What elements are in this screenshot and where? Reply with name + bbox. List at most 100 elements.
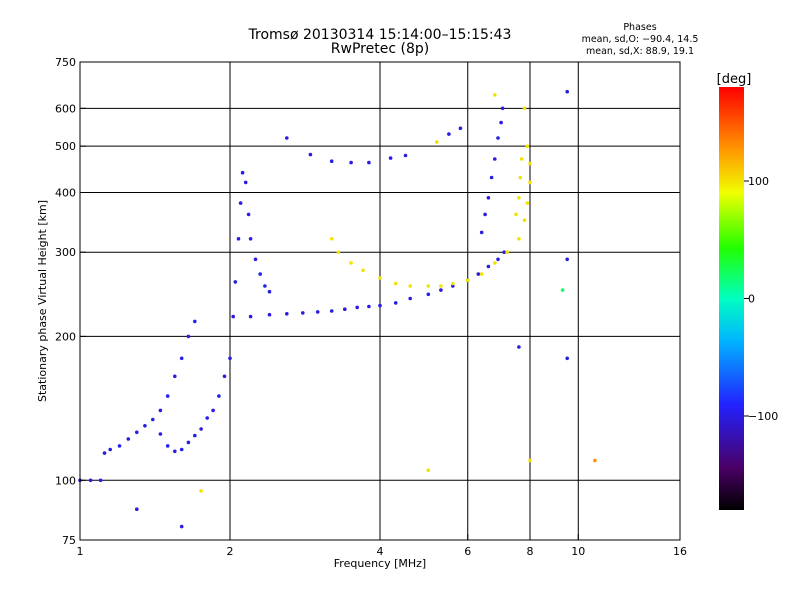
- chart-subtitle: RwPretec (8p): [331, 41, 429, 57]
- data-point: [135, 430, 139, 435]
- x-axis-label: Frequency [MHz]: [334, 557, 426, 570]
- colorbar-tick-label: 0: [748, 293, 755, 306]
- data-point: [186, 334, 191, 339]
- data-point: [518, 175, 523, 180]
- data-point: [426, 284, 431, 288]
- data-point: [451, 281, 455, 286]
- data-point: [505, 250, 510, 254]
- y-tick-label: 750: [55, 56, 76, 69]
- data-point: [173, 374, 177, 379]
- data-point: [479, 230, 484, 235]
- data-point: [349, 160, 353, 165]
- data-point: [367, 304, 371, 309]
- data-point: [267, 312, 272, 317]
- data-point: [243, 180, 248, 185]
- data-point: [248, 314, 253, 319]
- data-point: [565, 89, 569, 94]
- y-tick-label: 75: [62, 534, 76, 547]
- y-tick-label: 300: [55, 246, 76, 259]
- data-point: [517, 196, 521, 200]
- data-point: [258, 272, 263, 276]
- data-point: [388, 156, 393, 160]
- data-point: [499, 120, 503, 125]
- data-point: [367, 160, 371, 165]
- data-point: [165, 394, 170, 398]
- data-point: [493, 157, 497, 161]
- data-point: [522, 218, 527, 222]
- data-point: [565, 257, 569, 262]
- data-point: [211, 408, 215, 413]
- data-point: [361, 268, 365, 273]
- y-tick-label: 400: [55, 186, 76, 199]
- data-point: [517, 237, 521, 241]
- stats-o-mode: mean, sd,O: −90.4, 14.5: [582, 34, 699, 45]
- data-point: [500, 106, 505, 111]
- x-tick-label: 10: [571, 545, 585, 558]
- data-point: [222, 374, 227, 379]
- colorbar: [719, 87, 744, 510]
- data-point: [565, 356, 569, 361]
- data-point: [285, 312, 289, 316]
- data-point: [158, 408, 163, 413]
- plot-frame: [79, 61, 681, 541]
- y-tick-label: 600: [55, 102, 76, 115]
- data-point: [408, 284, 413, 288]
- colorbar-tick-label: 100: [748, 175, 769, 188]
- data-point: [496, 257, 500, 262]
- data-point: [528, 161, 532, 166]
- data-point: [355, 305, 360, 310]
- chart-title: Tromsø 20130314 15:14:00–15:15:43: [248, 27, 512, 43]
- data-point: [525, 144, 530, 148]
- data-point: [158, 432, 163, 436]
- colorbar-unit: [deg]: [717, 72, 752, 87]
- data-point: [217, 394, 221, 398]
- stats-x-mode: mean, sd,X: 88.9, 19.1: [586, 46, 694, 57]
- data-point: [517, 345, 521, 349]
- y-tick-label: 500: [55, 140, 76, 153]
- data-point: [253, 257, 258, 262]
- axes: 1 2 4 6 8 10 16 75 100 200 300 400 500 600 750: [55, 56, 687, 558]
- data-point: [493, 93, 497, 97]
- data-point: [179, 447, 184, 452]
- data-point: [301, 311, 305, 315]
- data-point: [186, 440, 191, 445]
- y-axis-label: Stationary phase Virtual Height [km]: [36, 200, 49, 402]
- data-point: [165, 444, 170, 448]
- y-tick-label: 100: [55, 474, 76, 487]
- data-point: [267, 289, 272, 294]
- data-point: [108, 447, 112, 452]
- data-point: [102, 451, 107, 455]
- data-point: [486, 264, 491, 269]
- data-point: [285, 136, 289, 140]
- colorbar-ticks: 100 0 −100: [744, 175, 778, 423]
- data-point: [329, 159, 334, 163]
- data-point: [349, 261, 353, 265]
- data-point: [489, 175, 494, 180]
- data-point: [486, 196, 491, 200]
- data-point: [378, 303, 382, 308]
- x-tick-label: 2: [227, 545, 234, 558]
- data-point: [228, 356, 232, 361]
- data-point: [263, 284, 267, 288]
- data-point: [179, 524, 184, 529]
- data-point: [205, 416, 209, 420]
- data-point: [393, 301, 398, 305]
- x-tick-label: 1: [77, 545, 84, 558]
- data-point: [519, 157, 524, 161]
- data-point: [233, 280, 238, 284]
- data-point: [231, 314, 235, 319]
- data-point: [522, 106, 527, 111]
- x-tick-label: 16: [673, 545, 687, 558]
- data-point: [143, 424, 147, 428]
- data-point: [199, 427, 203, 431]
- data-point: [117, 444, 122, 448]
- data-point: [528, 458, 532, 463]
- data-point: [315, 310, 320, 314]
- data-point: [479, 272, 484, 276]
- data-point: [426, 292, 431, 297]
- data-point: [447, 132, 451, 136]
- data-point: [403, 153, 408, 158]
- data-point: [393, 281, 398, 286]
- data-point: [193, 433, 197, 438]
